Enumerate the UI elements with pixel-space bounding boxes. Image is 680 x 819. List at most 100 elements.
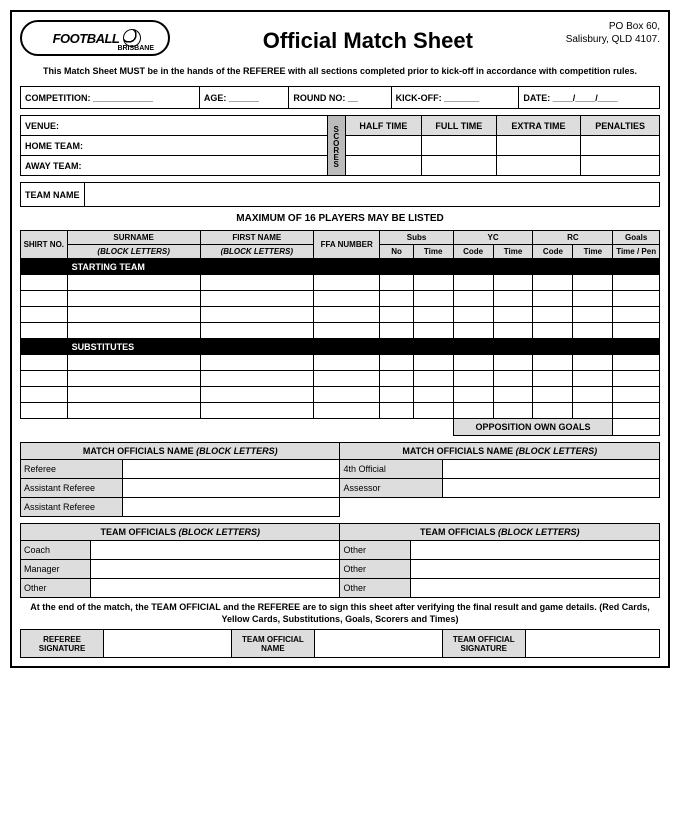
player-row — [21, 307, 660, 323]
home-halftime[interactable] — [345, 136, 421, 156]
firstname-header: FIRST NAME — [200, 231, 313, 245]
other3-label: Other — [21, 579, 91, 598]
asst-referee1-field[interactable] — [123, 479, 340, 498]
goals-timepen: Time / Pen — [613, 245, 660, 259]
venue-scores-table: VENUE: SCORES HALF TIME FULL TIME EXTRA … — [20, 115, 660, 176]
ref-sig-field[interactable] — [104, 630, 232, 658]
age-field[interactable]: AGE: ______ — [199, 87, 288, 109]
halftime-header: HALF TIME — [345, 116, 421, 136]
shirt-header: SHIRT NO. — [21, 231, 68, 259]
player-row — [21, 323, 660, 339]
player-row — [21, 371, 660, 387]
subs-no: No — [380, 245, 413, 259]
match-info-table: COMPETITION: ____________ AGE: ______ RO… — [20, 86, 660, 109]
extratime-header: EXTRA TIME — [496, 116, 581, 136]
player-row — [21, 355, 660, 371]
away-halftime[interactable] — [345, 156, 421, 176]
header: FOOTBALL BRISBANE Official Match Sheet P… — [20, 20, 660, 56]
referee-field[interactable] — [123, 460, 340, 479]
penalties-header: PENALTIES — [581, 116, 660, 136]
other1-field[interactable] — [410, 541, 659, 560]
teamname-label: TEAM NAME — [21, 183, 85, 207]
other4-field[interactable] — [410, 579, 659, 598]
assessor-field[interactable] — [442, 479, 659, 498]
team-off-sig-field[interactable] — [525, 630, 659, 658]
starting-team-label: STARTING TEAM — [67, 259, 659, 275]
teamname-field[interactable] — [84, 183, 659, 207]
coach-field[interactable] — [91, 541, 340, 560]
team-officials-table: TEAM OFFICIALS (BLOCK LETTERS) TEAM OFFI… — [20, 523, 660, 598]
away-team-label[interactable]: AWAY TEAM: — [21, 156, 328, 176]
address-line2: Salisbury, QLD 4107. — [566, 33, 660, 46]
date-field[interactable]: DATE: ____/____/____ — [519, 87, 660, 109]
round-field[interactable]: ROUND NO: __ — [289, 87, 391, 109]
yc-time: Time — [493, 245, 533, 259]
team-officials-header-right: TEAM OFFICIALS (BLOCK LETTERS) — [420, 527, 580, 537]
signature-table: REFEREE SIGNATURE TEAM OFFICIAL NAME TEA… — [20, 629, 660, 658]
manager-field[interactable] — [91, 560, 340, 579]
other4-label: Other — [340, 579, 410, 598]
team-off-name-label: TEAM OFFICIAL NAME — [231, 630, 314, 658]
notice-text: This Match Sheet MUST be in the hands of… — [20, 66, 660, 76]
manager-label: Manager — [21, 560, 91, 579]
goals-header: Goals — [613, 231, 660, 245]
other3-field[interactable] — [91, 579, 340, 598]
max-players-text: MAXIMUM OF 16 PLAYERS MAY BE LISTED — [20, 213, 660, 224]
fourth-official-label: 4th Official — [340, 460, 442, 479]
yc-code: Code — [453, 245, 493, 259]
away-extratime[interactable] — [496, 156, 581, 176]
other1-label: Other — [340, 541, 410, 560]
fulltime-header: FULL TIME — [421, 116, 496, 136]
substitutes-label: SUBSTITUTES — [67, 339, 659, 355]
rc-header: RC — [533, 231, 613, 245]
match-officials-header-left: MATCH OFFICIALS NAME (BLOCK LETTERS) — [83, 446, 278, 456]
away-fulltime[interactable] — [421, 156, 496, 176]
home-extratime[interactable] — [496, 136, 581, 156]
teamname-table: TEAM NAME — [20, 182, 660, 207]
surname-header: SURNAME — [67, 231, 200, 245]
asst-referee1-label: Assistant Referee — [21, 479, 123, 498]
assessor-label: Assessor — [340, 479, 442, 498]
yc-header: YC — [453, 231, 533, 245]
page-title: Official Match Sheet — [170, 28, 566, 54]
player-row — [21, 291, 660, 307]
address-line1: PO Box 60, — [566, 20, 660, 33]
other2-label: Other — [340, 560, 410, 579]
home-team-label[interactable]: HOME TEAM: — [21, 136, 328, 156]
subs-time: Time — [413, 245, 453, 259]
referee-label: Referee — [21, 460, 123, 479]
player-row — [21, 387, 660, 403]
logo-subtitle: BRISBANE — [117, 45, 154, 52]
coach-label: Coach — [21, 541, 91, 560]
opposition-goals-field[interactable] — [613, 419, 660, 436]
logo-text: FOOTBALL — [53, 31, 120, 46]
match-officials-table: MATCH OFFICIALS NAME (BLOCK LETTERS) MAT… — [20, 442, 660, 517]
footer-text: At the end of the match, the TEAM OFFICI… — [20, 602, 660, 625]
venue-label[interactable]: VENUE: — [21, 116, 328, 136]
ffa-header: FFA NUMBER — [313, 231, 380, 259]
player-roster-table: SHIRT NO. SURNAME FIRST NAME FFA NUMBER … — [20, 230, 660, 436]
subs-header: Subs — [380, 231, 453, 245]
other2-field[interactable] — [410, 560, 659, 579]
opposition-goals-label: OPPOSITION OWN GOALS — [453, 419, 613, 436]
surname-sub: (BLOCK LETTERS) — [67, 245, 200, 259]
firstname-sub: (BLOCK LETTERS) — [200, 245, 313, 259]
address: PO Box 60, Salisbury, QLD 4107. — [566, 20, 660, 46]
asst-referee2-field[interactable] — [123, 498, 340, 517]
team-off-name-field[interactable] — [314, 630, 442, 658]
home-penalties[interactable] — [581, 136, 660, 156]
rc-time: Time — [573, 245, 613, 259]
team-off-sig-label: TEAM OFFICIAL SIGNATURE — [442, 630, 525, 658]
away-penalties[interactable] — [581, 156, 660, 176]
player-row — [21, 403, 660, 419]
ref-sig-label: REFEREE SIGNATURE — [21, 630, 104, 658]
scores-label: SCORES — [327, 116, 345, 176]
match-sheet: FOOTBALL BRISBANE Official Match Sheet P… — [10, 10, 670, 668]
fourth-official-field[interactable] — [442, 460, 659, 479]
kickoff-field[interactable]: KICK-OFF: _______ — [391, 87, 519, 109]
home-fulltime[interactable] — [421, 136, 496, 156]
team-officials-header-left: TEAM OFFICIALS (BLOCK LETTERS) — [100, 527, 260, 537]
match-officials-header-right: MATCH OFFICIALS NAME (BLOCK LETTERS) — [402, 446, 597, 456]
competition-field[interactable]: COMPETITION: ____________ — [21, 87, 200, 109]
rc-code: Code — [533, 245, 573, 259]
